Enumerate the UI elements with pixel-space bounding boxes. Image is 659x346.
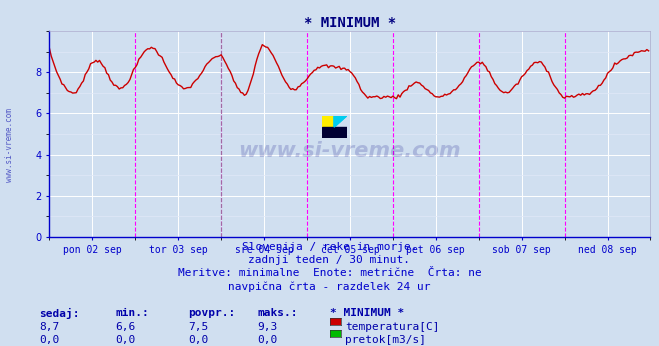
- Text: 0,0: 0,0: [257, 335, 277, 345]
- Polygon shape: [334, 116, 347, 127]
- Text: 9,3: 9,3: [257, 322, 277, 333]
- Text: temperatura[C]: temperatura[C]: [345, 322, 440, 333]
- Text: * MINIMUM *: * MINIMUM *: [330, 308, 404, 318]
- Text: 6,6: 6,6: [115, 322, 136, 333]
- Text: navpična črta - razdelek 24 ur: navpična črta - razdelek 24 ur: [228, 282, 431, 292]
- Text: zadnji teden / 30 minut.: zadnji teden / 30 minut.: [248, 255, 411, 265]
- Text: min.:: min.:: [115, 308, 149, 318]
- Text: povpr.:: povpr.:: [188, 308, 235, 318]
- Text: 0,0: 0,0: [188, 335, 208, 345]
- Text: Meritve: minimalne  Enote: metrične  Črta: ne: Meritve: minimalne Enote: metrične Črta:…: [178, 268, 481, 279]
- Text: sedaj:: sedaj:: [40, 308, 80, 319]
- Text: 8,7: 8,7: [40, 322, 60, 333]
- Text: Slovenija / reke in morje.: Slovenija / reke in morje.: [242, 242, 417, 252]
- Text: 7,5: 7,5: [188, 322, 208, 333]
- Text: 0,0: 0,0: [40, 335, 60, 345]
- Title: * MINIMUM *: * MINIMUM *: [304, 16, 396, 30]
- Text: maks.:: maks.:: [257, 308, 297, 318]
- Text: www.si-vreme.com: www.si-vreme.com: [5, 108, 14, 182]
- Polygon shape: [322, 116, 334, 127]
- Text: 0,0: 0,0: [115, 335, 136, 345]
- Polygon shape: [334, 116, 347, 127]
- Text: www.si-vreme.com: www.si-vreme.com: [239, 140, 461, 161]
- Polygon shape: [322, 127, 347, 138]
- Text: pretok[m3/s]: pretok[m3/s]: [345, 335, 426, 345]
